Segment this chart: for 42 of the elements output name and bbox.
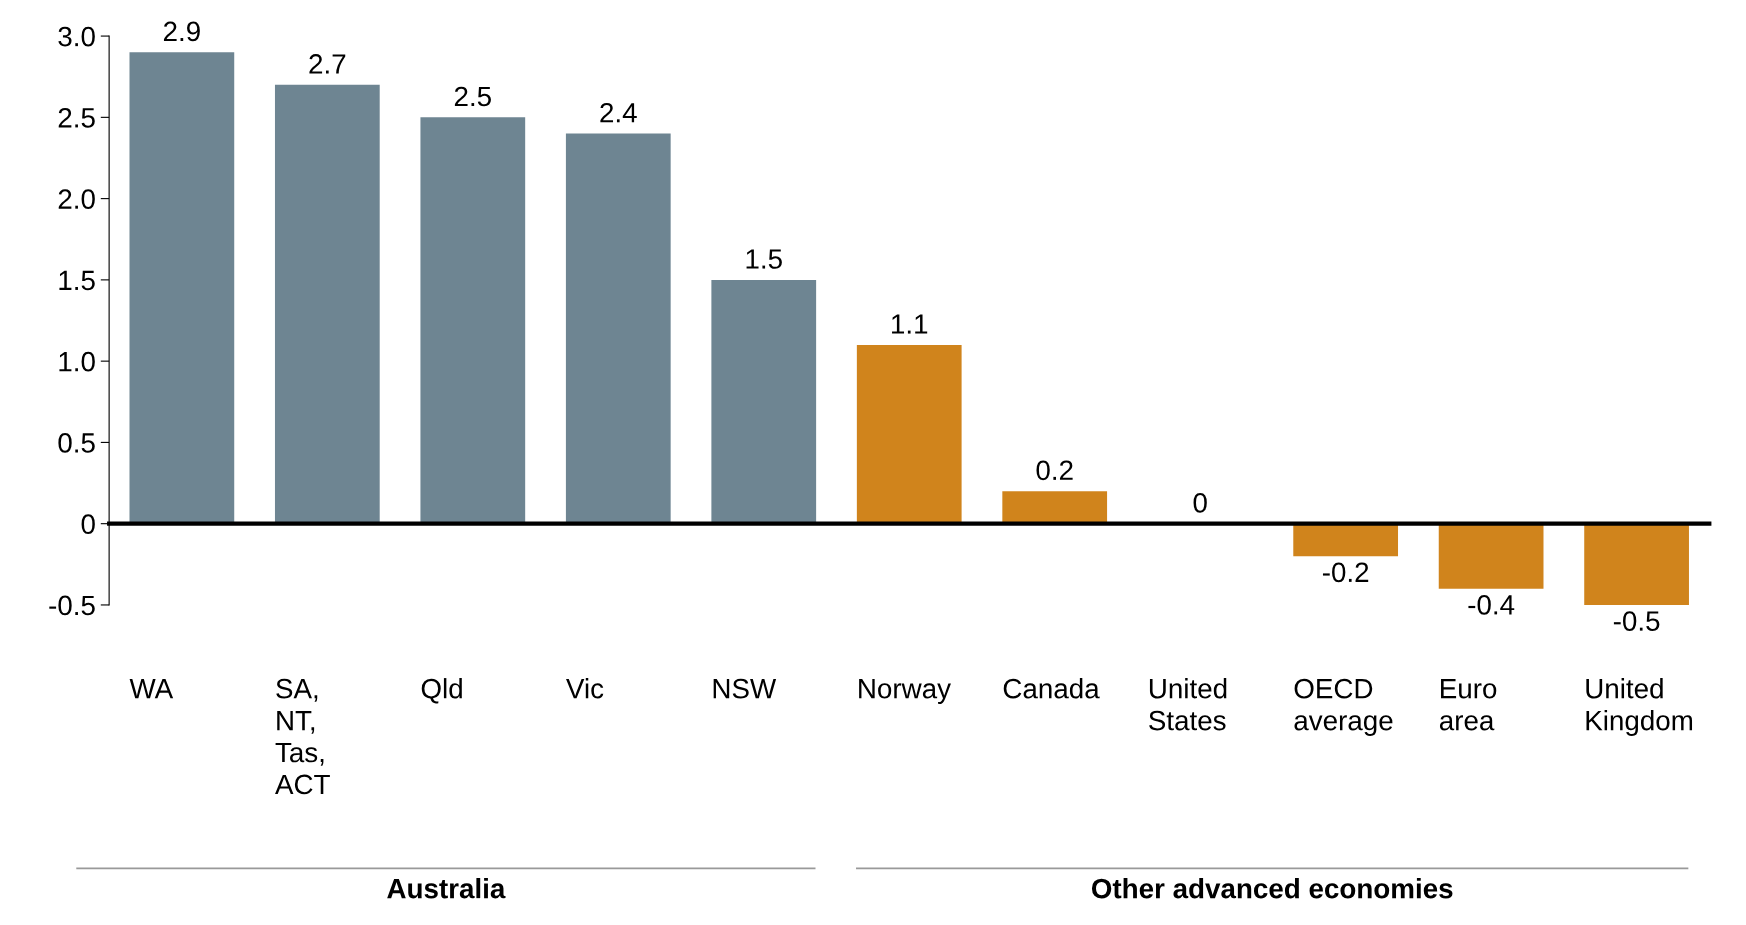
- y-tick-label: -0.5: [49, 595, 95, 616]
- y-tick-label: 1.5: [59, 270, 95, 291]
- data-label: 2.4: [600, 102, 637, 123]
- x-tick-label: NSW: [713, 678, 777, 699]
- x-tick-label: Qld: [421, 678, 462, 704]
- text: Australia: [387, 878, 506, 899]
- bar: [1293, 523, 1399, 557]
- data-label: -0.2: [1322, 562, 1369, 583]
- x-tick-label: United Kingdom: [1586, 678, 1693, 736]
- data-label: 1.1: [892, 314, 928, 334]
- data-label: -0.5: [1613, 611, 1660, 631]
- y-tick-label: 2.0: [58, 189, 95, 209]
- bar: [565, 133, 671, 524]
- y-tick-label: 2.5: [58, 108, 95, 128]
- x-tick-label: Euro area: [1439, 679, 1497, 731]
- y-tick-label: 0.5: [58, 433, 95, 453]
- y-tick-label: 3.0: [58, 26, 95, 47]
- bar: [420, 117, 526, 524]
- bar: [1438, 523, 1544, 589]
- x-tick-label: SA, NT, Tas, ACT: [275, 678, 330, 795]
- x-tick-label: OECD average: [1294, 678, 1393, 736]
- bar: [274, 84, 380, 524]
- data-label: -0.4: [1468, 594, 1515, 615]
- x-tick-label: Vic: [566, 678, 604, 699]
- x-tick-label: Canada: [1003, 678, 1100, 699]
- bar: [856, 344, 962, 524]
- data-label: 0: [1193, 492, 1207, 513]
- bar: [1584, 523, 1689, 605]
- y-tick-label: 0: [81, 514, 95, 535]
- bar: [1002, 491, 1108, 524]
- data-label: 0.2: [1036, 460, 1073, 481]
- y-tick-label: 1.0: [59, 351, 95, 372]
- x-tick-label: United States: [1149, 678, 1227, 731]
- text: Other advanced economies: [1091, 878, 1453, 899]
- data-label: 2.9: [163, 21, 200, 42]
- bar: [711, 279, 817, 524]
- data-label: 1.5: [746, 249, 782, 269]
- data-label: 2.7: [309, 54, 346, 74]
- data-label: 2.5: [454, 86, 491, 107]
- bar: [129, 52, 235, 524]
- x-tick-label: WA: [129, 679, 174, 699]
- x-tick-label: Norway: [859, 679, 951, 704]
